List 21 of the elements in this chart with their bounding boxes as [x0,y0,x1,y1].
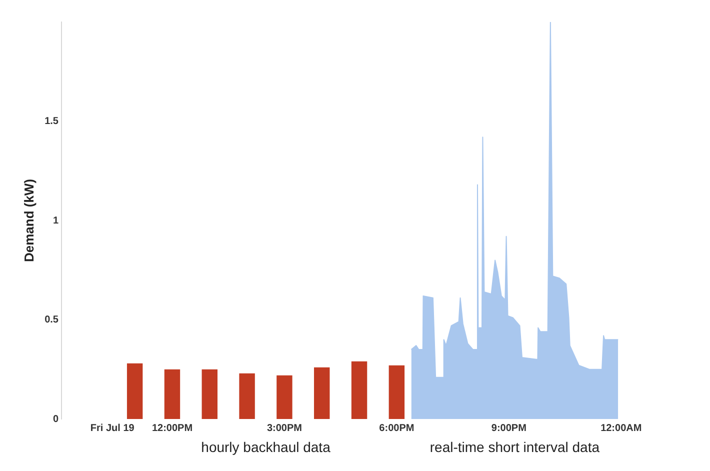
x-tick-label: 9:00PM [491,422,526,434]
x-tick-label: 3:00PM [266,422,302,434]
y-tick-label: 1 [52,215,59,226]
y-tick-label: 1.5 [44,116,59,127]
bar [351,361,368,419]
y-tick-label: 0 [52,414,59,425]
y-tick-label: 0.5 [44,314,59,326]
x-tick-label: Fri Jul 19 [90,422,135,434]
text: hourly backhaul data [201,438,331,455]
bar [164,369,180,419]
x-tick-label: 12:00PM [152,422,193,434]
bar [239,373,255,419]
y-axis-title: Demand (kW) [21,178,36,262]
bar [276,375,292,419]
x-tick-label: 6:00PM [379,422,414,434]
x-tick-label: 12:00AM [600,422,642,434]
bar [202,369,218,419]
text: real-time short interval data [430,438,600,455]
bar [314,367,330,419]
bar [126,363,143,419]
bar [388,365,405,419]
